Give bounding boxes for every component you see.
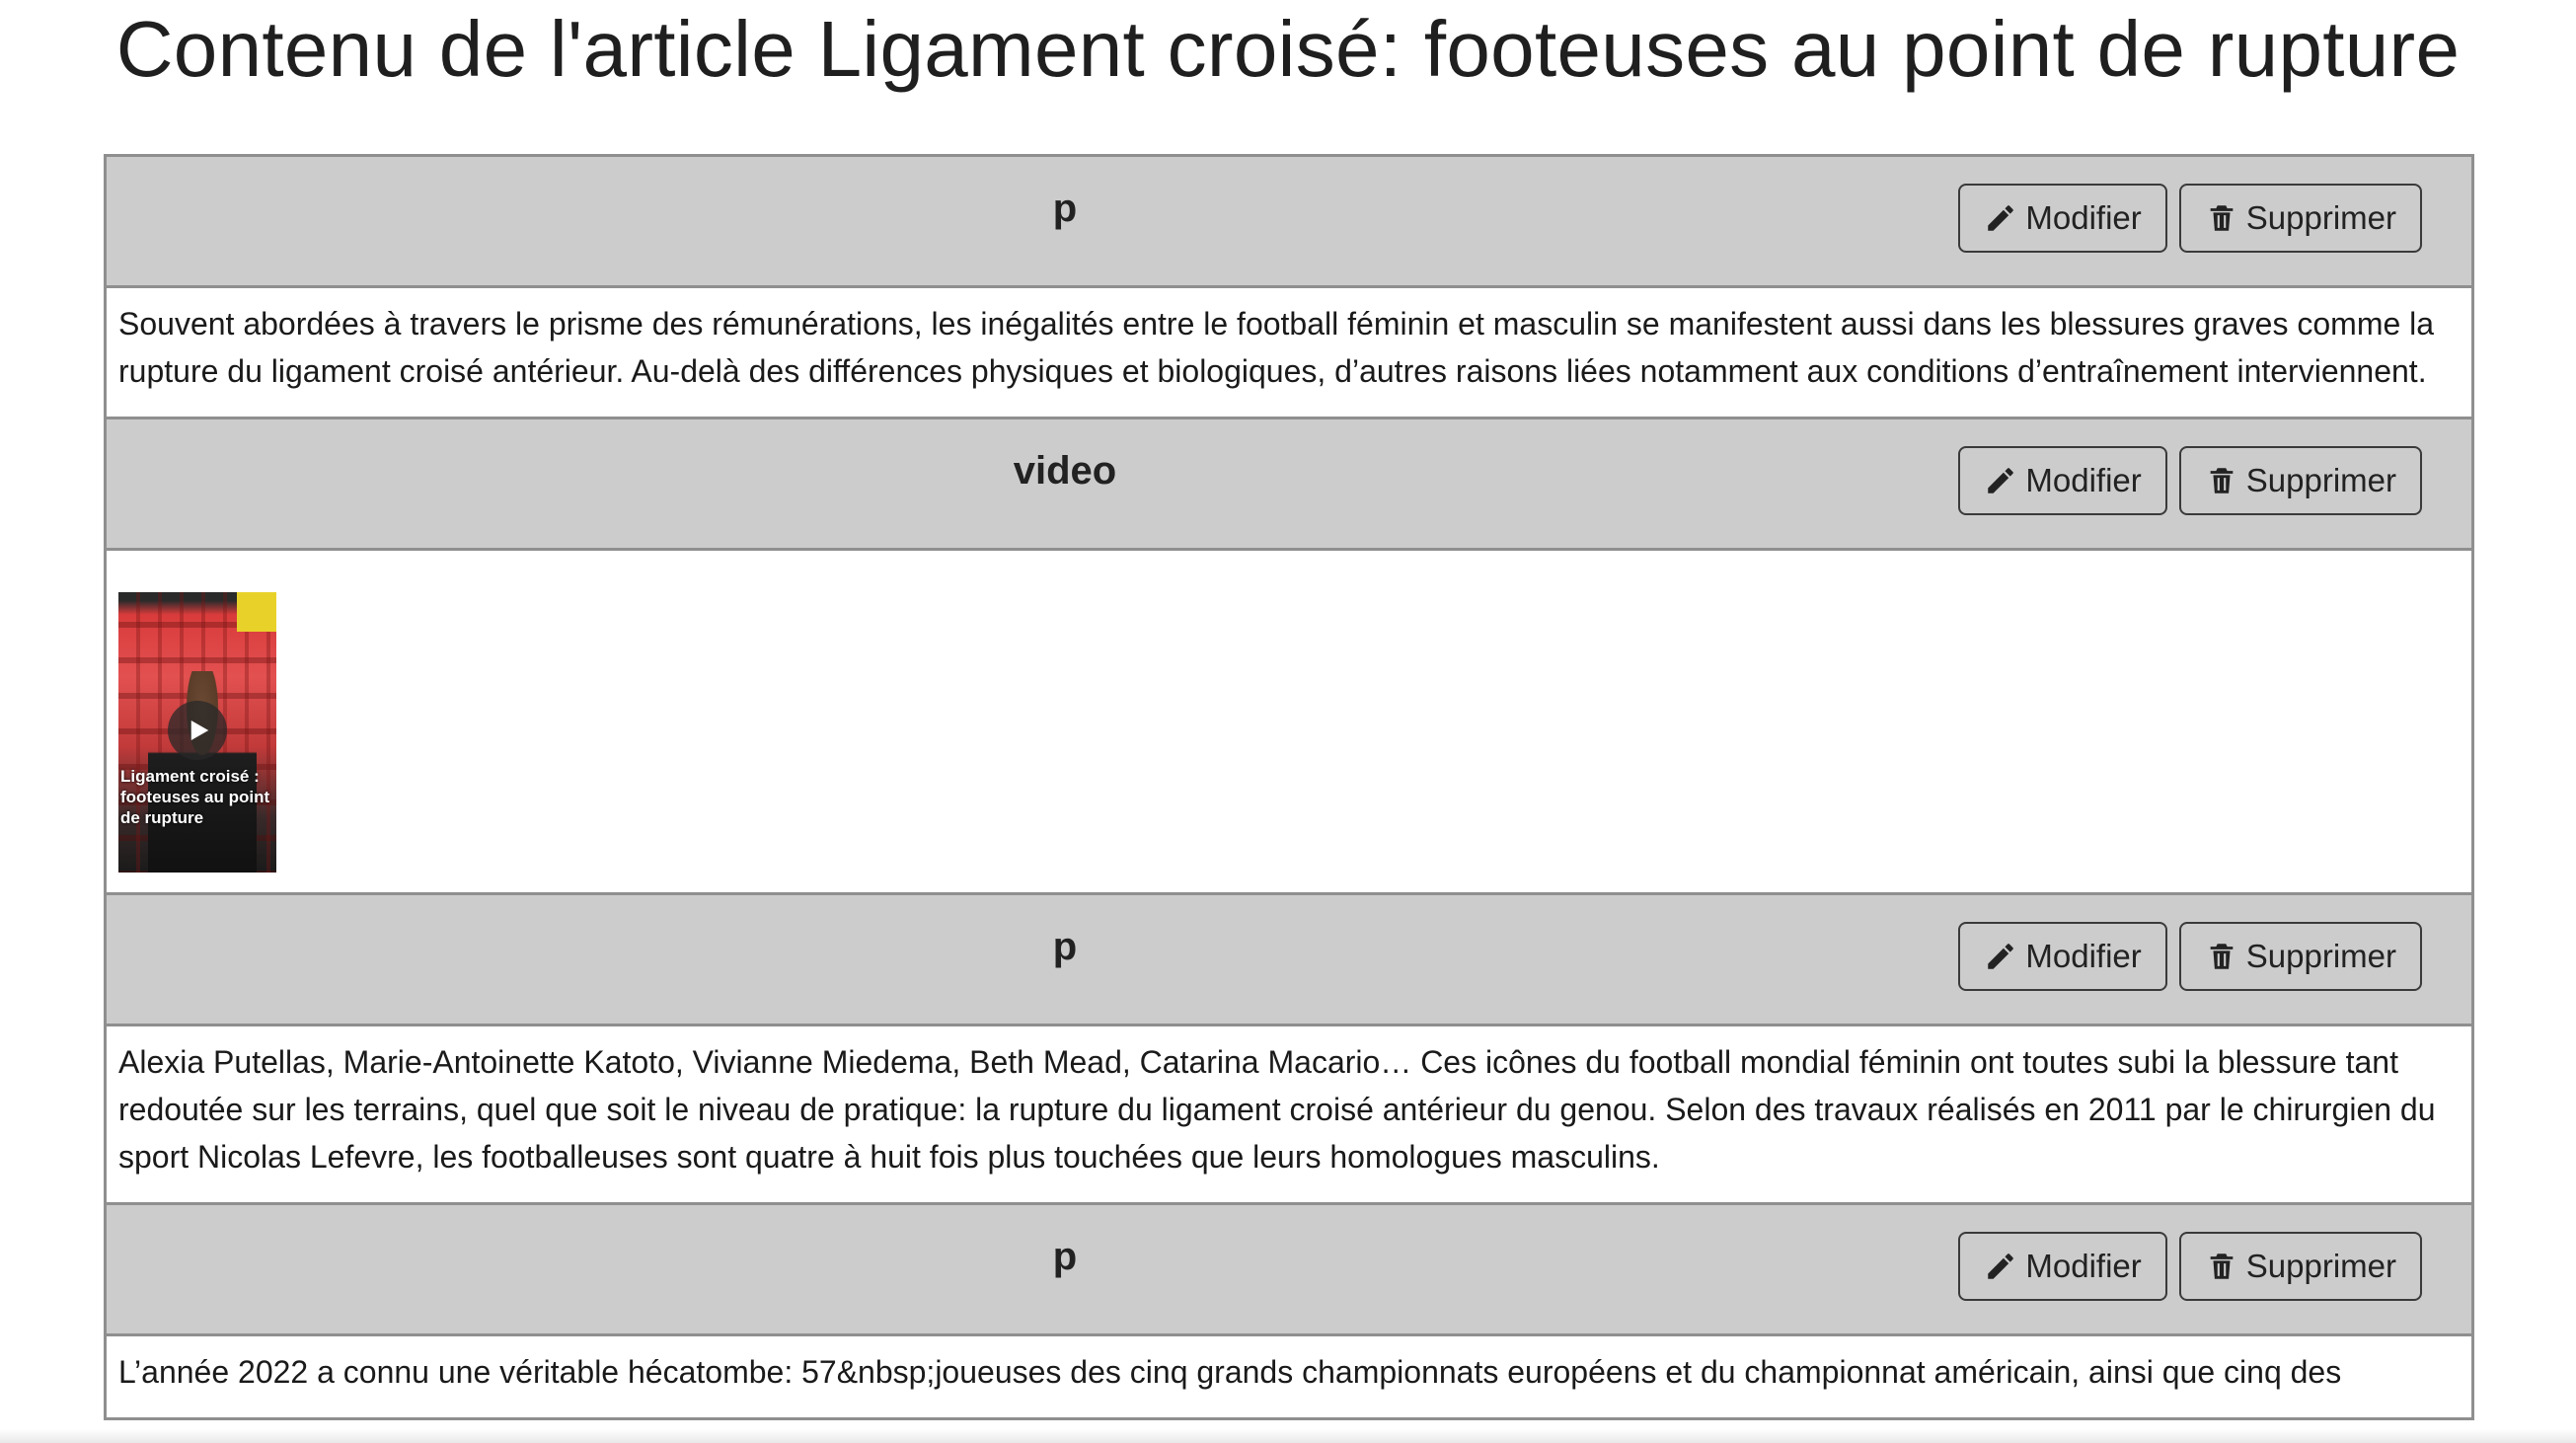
paragraph-text: L’année 2022 a connu une véritable hécat… — [118, 1354, 2342, 1390]
block-actions: Modifier Supprimer — [1958, 922, 2422, 991]
content-block: p Modifier Supprimer Alexia Putellas, Ma… — [107, 895, 2471, 1205]
content-block: p Modifier Supprimer Souvent abordées à … — [107, 157, 2471, 419]
pencil-icon — [1984, 1250, 2017, 1283]
block-body: Alexia Putellas, Marie-Antoinette Katoto… — [107, 1026, 2471, 1205]
edit-button-label: Modifier — [2025, 462, 2142, 498]
block-header: p Modifier Supprimer — [107, 895, 2471, 1026]
bottom-fade — [0, 1429, 2576, 1443]
play-icon[interactable] — [168, 701, 227, 760]
edit-button[interactable]: Modifier — [1958, 1232, 2167, 1301]
pencil-icon — [1984, 464, 2017, 497]
video-thumbnail[interactable]: Ligament croisé : footeuses au point de … — [118, 592, 276, 873]
block-header: p Modifier Supprimer — [107, 1205, 2471, 1336]
paragraph-text: Alexia Putellas, Marie-Antoinette Katoto… — [118, 1044, 2436, 1175]
delete-button-label: Supprimer — [2245, 199, 2396, 236]
block-header: video Modifier Supprimer — [107, 419, 2471, 551]
delete-button-label: Supprimer — [2245, 462, 2396, 498]
block-body: Ligament croisé : footeuses au point de … — [107, 551, 2471, 895]
content-block: p Modifier Supprimer L’année 2022 a conn… — [107, 1205, 2471, 1420]
delete-button-label: Supprimer — [2245, 1248, 2396, 1284]
block-body: L’année 2022 a connu une véritable hécat… — [107, 1336, 2471, 1420]
pencil-icon — [1984, 201, 2017, 235]
content-block: video Modifier Supprimer — [107, 419, 2471, 895]
block-body: Souvent abordées à travers le prisme des… — [107, 288, 2471, 419]
edit-button[interactable]: Modifier — [1958, 922, 2167, 991]
block-type-label: p — [1052, 925, 1078, 968]
trash-icon — [2205, 1250, 2238, 1283]
block-type-label: p — [1052, 1235, 1078, 1278]
trash-icon — [2205, 201, 2238, 235]
edit-button-label: Modifier — [2025, 199, 2142, 236]
block-header: p Modifier Supprimer — [107, 157, 2471, 288]
paragraph-text: Souvent abordées à travers le prisme des… — [118, 306, 2435, 389]
video-caption: Ligament croisé : footeuses au point de … — [120, 767, 270, 827]
block-actions: Modifier Supprimer — [1958, 446, 2422, 515]
pencil-icon — [1984, 940, 2017, 973]
delete-button[interactable]: Supprimer — [2178, 184, 2422, 253]
trash-icon — [2205, 940, 2238, 973]
block-actions: Modifier Supprimer — [1958, 1232, 2422, 1301]
block-type-label: p — [1052, 187, 1078, 230]
edit-button-label: Modifier — [2025, 1248, 2142, 1284]
edit-button-label: Modifier — [2025, 938, 2142, 974]
content-blocks: p Modifier Supprimer Souvent abordées à … — [104, 154, 2474, 1420]
block-actions: Modifier Supprimer — [1958, 184, 2422, 253]
trash-icon — [2205, 464, 2238, 497]
delete-button[interactable]: Supprimer — [2178, 446, 2422, 515]
stand-decoration — [237, 592, 276, 632]
edit-button[interactable]: Modifier — [1958, 184, 2167, 253]
delete-button[interactable]: Supprimer — [2178, 1232, 2422, 1301]
block-type-label: video — [1013, 449, 1117, 493]
delete-button-label: Supprimer — [2245, 938, 2396, 974]
delete-button[interactable]: Supprimer — [2178, 922, 2422, 991]
page-title: Contenu de l'article Ligament croisé: fo… — [115, 5, 2461, 93]
edit-button[interactable]: Modifier — [1958, 446, 2167, 515]
